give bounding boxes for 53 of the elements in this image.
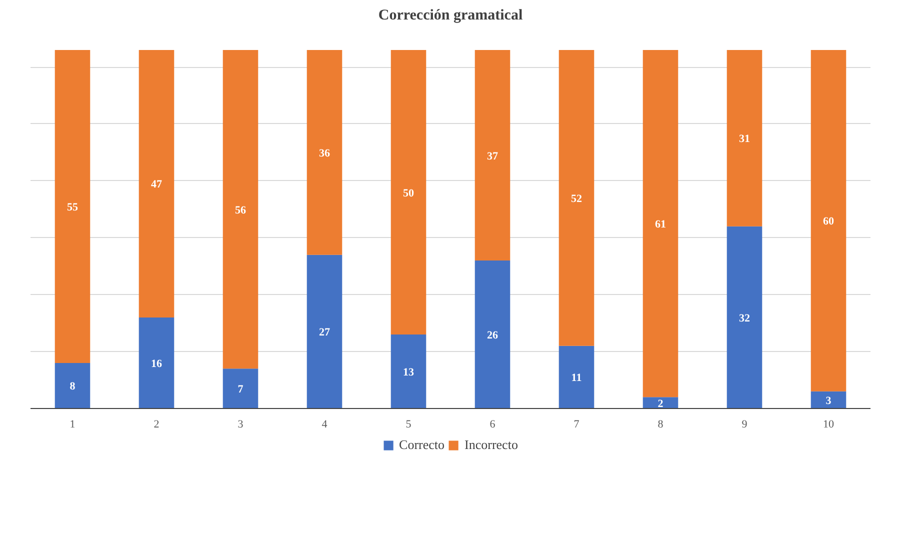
bar: [726, 226, 762, 408]
data-label: 11: [571, 372, 582, 384]
data-label: 16: [151, 358, 162, 370]
legend-label: Correcto: [399, 437, 445, 453]
data-label: 56: [235, 204, 246, 216]
data-label: 32: [739, 312, 750, 324]
data-label: 61: [655, 218, 666, 231]
data-label: 2: [658, 398, 664, 410]
bar: [726, 50, 762, 226]
x-tick-label: 5: [406, 418, 412, 430]
bar: [810, 391, 846, 408]
bar: [306, 50, 342, 255]
data-label: 55: [67, 201, 78, 214]
data-label: 27: [319, 326, 330, 339]
data-label: 36: [319, 147, 330, 160]
bar: [474, 260, 510, 408]
data-label: 47: [151, 178, 162, 191]
chart-title: Corrección gramatical: [378, 8, 523, 24]
bar: [306, 254, 342, 408]
bar: [138, 50, 174, 318]
bar: [54, 50, 90, 363]
x-tick-label: 4: [322, 418, 328, 430]
x-tick-label: 6: [490, 418, 496, 430]
bar: [222, 50, 258, 369]
x-tick-label: 2: [154, 418, 160, 430]
x-tick-label: 7: [574, 418, 580, 430]
data-label: 3: [826, 394, 832, 407]
bar: [642, 397, 678, 408]
data-label: 37: [487, 150, 498, 162]
data-label: 31: [739, 133, 750, 146]
data-label: 60: [823, 216, 834, 228]
data-label: 8: [70, 380, 76, 393]
x-tick-label: 9: [742, 418, 748, 430]
x-tick-label: 8: [658, 418, 664, 430]
bar: [810, 50, 846, 392]
x-tick-label: 10: [823, 418, 834, 430]
bar: [222, 368, 258, 408]
data-label: 50: [403, 187, 414, 200]
data-label: 7: [238, 384, 244, 396]
data-label: 13: [403, 366, 414, 379]
bar: [390, 50, 426, 335]
bar: [642, 50, 678, 398]
legend-label: Incorrecto: [464, 437, 518, 453]
bar: [54, 362, 90, 408]
data-label: 52: [571, 192, 582, 205]
x-tick-label: 3: [238, 418, 244, 430]
x-tick-label: 1: [70, 418, 76, 430]
bar: [558, 50, 594, 346]
bar: [390, 334, 426, 408]
bar: [474, 50, 510, 261]
bar: [138, 317, 174, 408]
data-label: 26: [487, 330, 498, 342]
bar: [558, 346, 594, 408]
